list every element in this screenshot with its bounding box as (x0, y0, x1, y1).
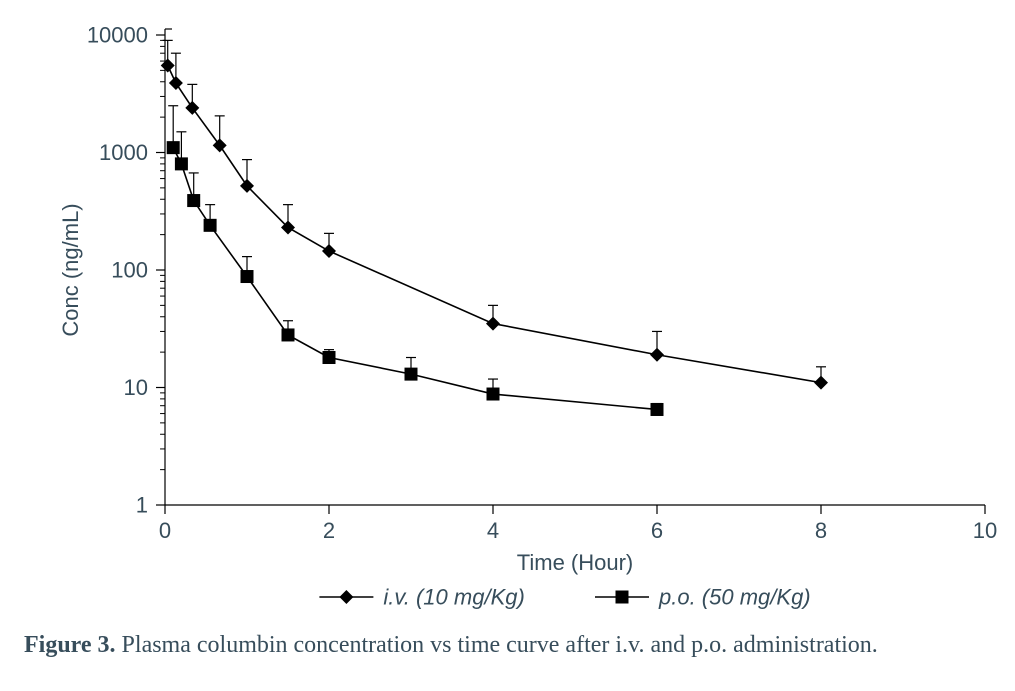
svg-text:10: 10 (973, 518, 997, 543)
figure-caption: Figure 3. Plasma columbin concentration … (24, 630, 994, 660)
caption-text: Plasma columbin concentration vs time cu… (116, 632, 878, 658)
svg-text:Time (Hour): Time (Hour) (517, 550, 634, 575)
svg-text:0: 0 (159, 518, 171, 543)
svg-text:1000: 1000 (99, 140, 148, 165)
svg-text:10000: 10000 (87, 23, 148, 48)
svg-text:100: 100 (111, 258, 148, 283)
svg-text:2: 2 (323, 518, 335, 543)
svg-text:1: 1 (136, 493, 148, 518)
svg-text:i.v. (10 mg/Kg): i.v. (10 mg/Kg) (383, 585, 524, 610)
svg-text:p.o. (50 mg/Kg): p.o. (50 mg/Kg) (658, 585, 811, 610)
svg-text:8: 8 (815, 518, 827, 543)
svg-text:Conc (ng/mL): Conc (ng/mL) (58, 203, 83, 336)
figure-wrap: { "chart": { "type": "line-errorbar", "w… (0, 0, 1015, 691)
svg-text:6: 6 (651, 518, 663, 543)
chart: 0 2 4 6 8 10 1 10 100 1000 10000 Time (Hour) Conc (n… (0, 0, 1015, 691)
caption-lead: Figure 3. (24, 632, 116, 658)
svg-text:4: 4 (487, 518, 499, 543)
svg-text:10: 10 (124, 375, 148, 400)
